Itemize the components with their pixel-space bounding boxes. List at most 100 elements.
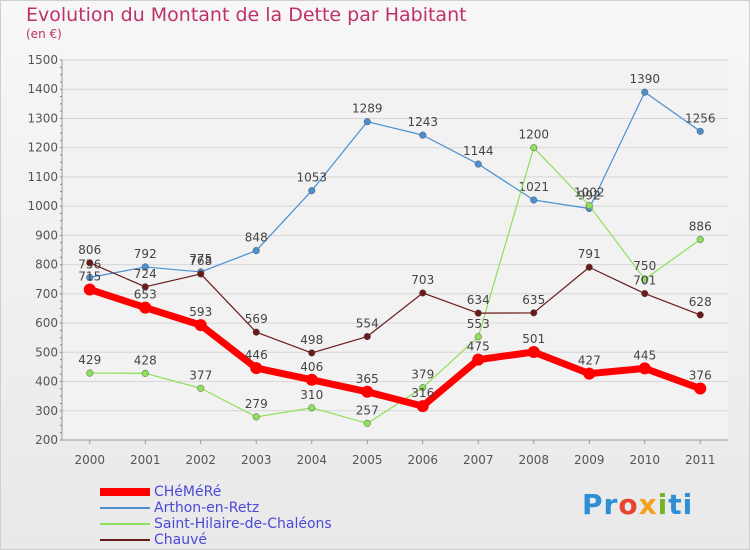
x-tick-label: 2002 (185, 453, 216, 467)
data-point (141, 283, 149, 291)
data-point (197, 384, 205, 392)
data-label: 715 (78, 269, 101, 283)
x-tick-label: 2006 (407, 453, 438, 467)
data-label: 279 (245, 397, 268, 411)
data-point (86, 273, 94, 282)
data-point (585, 263, 593, 271)
data-label: 806 (78, 243, 101, 257)
data-point (308, 349, 316, 357)
data-label: 427 (578, 354, 601, 368)
x-tick-label: 2011 (685, 453, 716, 467)
y-tick-label: 800 (35, 258, 58, 272)
data-label: 1390 (629, 72, 660, 86)
data-label: 1289 (352, 102, 383, 116)
data-label: 554 (356, 317, 379, 331)
x-tick-label: 2007 (463, 453, 494, 467)
x-tick-label: 2008 (518, 453, 549, 467)
series-line (89, 91, 701, 279)
legend-swatch (100, 539, 150, 541)
data-point (474, 309, 482, 317)
data-point (530, 309, 538, 317)
legend-label: CHéMéRé (154, 484, 222, 500)
y-tick-label: 1500 (27, 53, 58, 67)
proxiti-logo: Proxiti (582, 488, 693, 521)
data-label: 886 (689, 219, 712, 233)
data-label: 377 (189, 368, 212, 382)
data-point (419, 384, 427, 392)
data-label: 1256 (685, 111, 716, 125)
logo-part: o (618, 488, 639, 521)
y-tick-label: 700 (35, 287, 58, 301)
legend-swatch (100, 488, 150, 496)
y-tick-label: 300 (35, 404, 58, 418)
data-label: 653 (134, 288, 157, 302)
x-tick-label: 2009 (574, 453, 605, 467)
data-label: 429 (78, 353, 101, 367)
x-tick-label: 2000 (74, 453, 105, 467)
data-point (419, 289, 427, 297)
data-label: 376 (689, 369, 712, 383)
data-label: 1243 (407, 115, 438, 129)
data-label: 365 (356, 372, 379, 386)
data-label: 501 (522, 332, 545, 346)
logo-part: ti (668, 488, 694, 521)
line-chart: 200 300 400 500 600 700 800 900 1000 1100 1200 1300… (27, 53, 728, 467)
data-point (197, 270, 205, 278)
x-tick-label: 2004 (296, 453, 327, 467)
legend-label: Chauvé (154, 532, 207, 548)
data-point (308, 187, 316, 195)
data-point (583, 367, 596, 380)
data-point (641, 88, 649, 96)
data-point (83, 283, 96, 296)
data-point (363, 118, 371, 126)
data-point (86, 369, 94, 377)
y-tick-label: 1300 (27, 111, 58, 125)
data-label: 1144 (463, 144, 494, 158)
data-point (530, 144, 538, 152)
data-label: 635 (522, 293, 545, 307)
data-label: 768 (189, 254, 212, 268)
plot-area (62, 60, 728, 440)
y-tick-label: 600 (35, 316, 58, 330)
data-point (696, 235, 704, 244)
y-tick-label: 1400 (27, 82, 58, 96)
data-label: 569 (245, 312, 268, 326)
data-label: 1021 (518, 180, 549, 194)
data-point (252, 247, 260, 255)
data-label: 406 (300, 360, 323, 374)
data-label: 310 (300, 388, 323, 402)
y-tick-label: 900 (35, 228, 58, 242)
y-tick-label: 1100 (27, 170, 58, 184)
logo-part: i (657, 488, 669, 521)
x-tick-label: 2003 (241, 453, 272, 467)
x-tick-label: 2005 (352, 453, 383, 467)
data-label: 775 (189, 252, 212, 266)
y-tick-label: 200 (35, 433, 58, 447)
data-label: 628 (689, 295, 712, 309)
data-label: 498 (300, 333, 323, 347)
data-point (530, 196, 538, 204)
data-label: 634 (467, 293, 490, 307)
data-label: 445 (633, 348, 656, 362)
data-point (638, 362, 651, 375)
data-label: 792 (134, 247, 157, 261)
data-label: 1053 (296, 171, 327, 185)
data-point (641, 275, 649, 283)
data-point (252, 413, 260, 421)
legend-label: Arthon-en-Retz (154, 500, 260, 516)
unit-label: (en €) (26, 27, 62, 41)
series-line (89, 147, 701, 424)
legend: CHéMéRé Arthon-en-Retz Saint-Hilaire-de-Ch… (100, 484, 400, 548)
data-label: 553 (467, 317, 490, 331)
data-label: 475 (467, 340, 490, 354)
data-label: 701 (633, 274, 656, 288)
legend-item: Arthon-en-Retz (100, 500, 400, 516)
data-label: 848 (245, 231, 268, 245)
data-point (694, 382, 707, 395)
data-label: 1002 (574, 186, 605, 200)
data-label: 724 (134, 267, 157, 281)
data-point (141, 369, 149, 377)
data-point (472, 353, 485, 366)
data-point (86, 259, 94, 267)
data-label: 316 (411, 386, 434, 400)
